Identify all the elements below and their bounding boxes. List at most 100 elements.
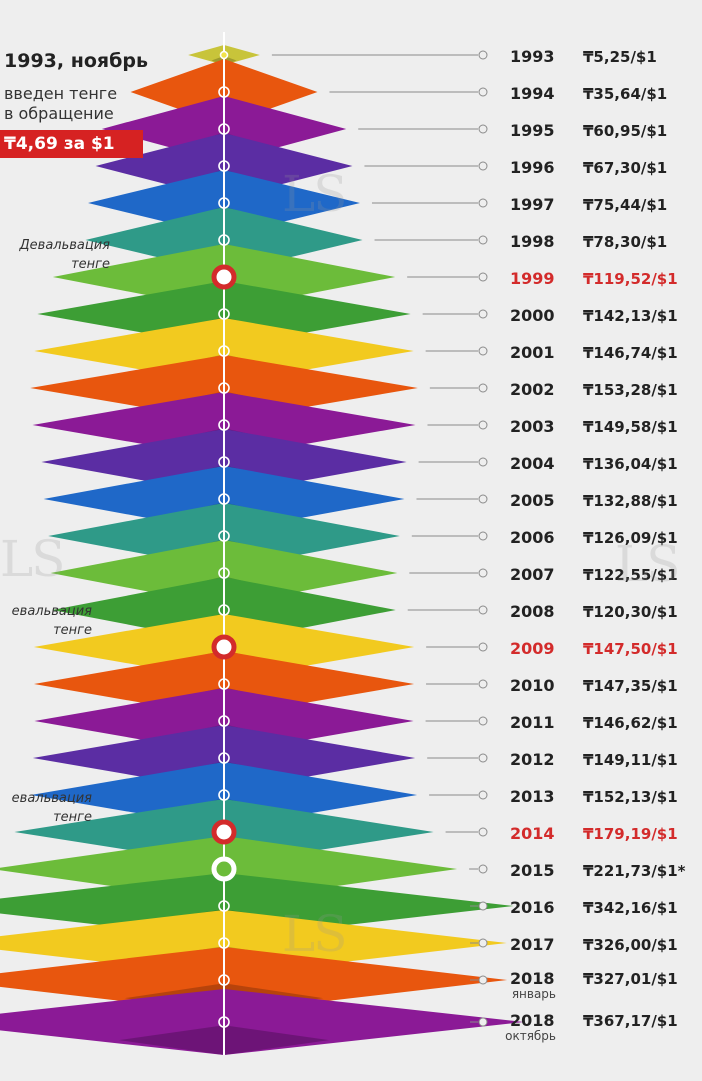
- rate-label: ₸149,11/$1: [583, 751, 678, 769]
- leader-dot: [478, 568, 488, 578]
- year-marker: [218, 234, 230, 246]
- watermark: LS: [282, 905, 347, 963]
- year-label: 2001: [510, 343, 555, 362]
- year-label: 2018: [510, 969, 555, 988]
- rate-label: ₸119,52/$1: [583, 270, 678, 288]
- year-label: 2013: [510, 787, 555, 806]
- rate-label: ₸78,30/$1: [583, 233, 667, 251]
- rate-label: ₸327,01/$1: [583, 970, 678, 988]
- watermark: LS: [0, 530, 65, 588]
- header-line-1: введен тенге: [4, 84, 118, 103]
- rate-label: ₸122,55/$1: [583, 566, 678, 584]
- year-marker: [218, 382, 230, 394]
- leader-dot: [478, 272, 488, 282]
- leader-dot: [478, 420, 488, 430]
- devaluation-word: Девальвация: [19, 238, 111, 253]
- year-marker: [218, 900, 230, 912]
- year-marker: [218, 530, 230, 542]
- year-label: 1994: [510, 84, 555, 103]
- rate-label: ₸146,62/$1: [583, 714, 678, 732]
- leader-dot: [478, 827, 488, 837]
- rate-label: ₸146,74/$1: [583, 344, 678, 362]
- year-marker: [219, 50, 229, 60]
- diamond-layer: [0, 45, 524, 1055]
- year-label: 2004: [510, 454, 555, 473]
- year-marker: [218, 345, 230, 357]
- rate-label: ₸221,73/$1*: [583, 862, 686, 880]
- year-marker: [218, 567, 230, 579]
- year-label: 2003: [510, 417, 555, 436]
- devaluation-marker: [211, 634, 237, 660]
- leader-dot: [478, 383, 488, 393]
- leader-dot: [478, 309, 488, 319]
- rate-label: ₸60,95/$1: [583, 122, 667, 140]
- year-marker: [218, 715, 230, 727]
- leader-dot: [478, 753, 488, 763]
- year-marker: [218, 123, 230, 135]
- rate-label: ₸149,58/$1: [583, 418, 678, 436]
- watermark: LS: [282, 165, 347, 223]
- header-title: 1993, ноябрь: [4, 50, 148, 72]
- rate-label: ₸120,30/$1: [583, 603, 678, 621]
- watermark: LS: [615, 535, 680, 593]
- rate-label: ₸326,00/$1: [583, 936, 678, 954]
- devaluation-marker: [211, 819, 237, 845]
- rate-label: ₸147,35/$1: [583, 677, 678, 695]
- leader-dot: [478, 605, 488, 615]
- leader-dot: [478, 975, 488, 985]
- leader-lines: [271, 50, 488, 1027]
- leader-dot: [478, 938, 488, 948]
- year-marker: [218, 974, 230, 986]
- initial-rate-badge: ₸4,69 за $1: [0, 130, 143, 158]
- year-marker: [218, 160, 230, 172]
- leader-dot: [478, 494, 488, 504]
- year-marker: [218, 86, 230, 98]
- year-label: 2000: [510, 306, 555, 325]
- leader-dot: [478, 790, 488, 800]
- rate-label: ₸35,64/$1: [583, 85, 667, 103]
- rate-label: ₸126,09/$1: [583, 529, 678, 547]
- year-marker: [218, 1016, 230, 1028]
- year-label: 2009: [510, 639, 555, 658]
- year-marker: [218, 789, 230, 801]
- year-marker: [218, 419, 230, 431]
- year-label: 1998: [510, 232, 555, 251]
- rate-label: ₸367,17/$1: [583, 1012, 678, 1030]
- leader-dot: [478, 679, 488, 689]
- month-label: январь: [512, 987, 556, 1001]
- year-marker: [218, 456, 230, 468]
- leader-dot: [478, 124, 488, 134]
- leader-dot: [478, 87, 488, 97]
- devaluation-label-1999: Девальвация тенге: [0, 236, 111, 274]
- rate-label: ₸132,88/$1: [583, 492, 678, 510]
- year-label: 2010: [510, 676, 555, 695]
- leader-dot: [478, 457, 488, 467]
- month-label: октябрь: [505, 1029, 556, 1043]
- year-marker: [218, 752, 230, 764]
- rate-label: ₸179,19/$1: [583, 825, 678, 843]
- year-label: 2017: [510, 935, 555, 954]
- header-line-2: в обращение: [4, 104, 114, 123]
- year-label: 2011: [510, 713, 555, 732]
- leader-dot: [478, 864, 488, 874]
- year-label: 2012: [510, 750, 555, 769]
- devaluation-label-2009: евальвация тенге: [0, 602, 92, 640]
- rate-label: ₸153,28/$1: [583, 381, 678, 399]
- year-label: 2015: [510, 861, 555, 880]
- year-label: 2018: [510, 1011, 555, 1030]
- devaluation-word: евальвация: [11, 791, 92, 806]
- leader-dot: [478, 531, 488, 541]
- leader-dot: [478, 50, 488, 60]
- year-label: 1997: [510, 195, 555, 214]
- tenge-word: тенге: [53, 623, 92, 638]
- year-marker: [218, 308, 230, 320]
- rate-label: ₸147,50/$1: [583, 640, 678, 658]
- leader-dot: [478, 716, 488, 726]
- rate-label: ₸152,13/$1: [583, 788, 678, 806]
- rate-label: ₸5,25/$1: [583, 48, 657, 66]
- rate-diamond-2018-январь: [0, 947, 508, 1013]
- rate-label: ₸136,04/$1: [583, 455, 678, 473]
- tenge-word: тенге: [71, 257, 110, 272]
- year-marker: [218, 493, 230, 505]
